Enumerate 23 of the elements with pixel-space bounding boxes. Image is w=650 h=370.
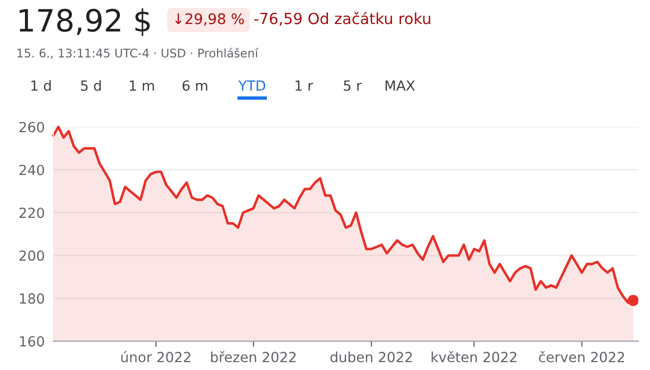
chart-subtitle: 15. 6., 13:11:45 UTC-4 · USD · Prohlášení <box>18 48 258 59</box>
y-tick-label: 220 <box>19 208 44 218</box>
x-tick-label: únor 2022 <box>121 351 190 362</box>
text: 1 r <box>296 80 314 91</box>
y-tick-label: 240 <box>19 164 44 176</box>
x-tick-label: květen 2022 <box>432 351 516 362</box>
y-tick-label: 200 <box>19 250 44 261</box>
text: MAX <box>386 80 415 91</box>
y-tick-label: 180 <box>20 293 44 304</box>
text: 5 d <box>81 80 101 91</box>
text: 1 m <box>130 80 154 91</box>
chart-title: 178,92 $ <box>20 8 150 36</box>
text: 6 m <box>182 80 208 91</box>
text: 5 r <box>344 80 362 91</box>
y-tick-label: 260 <box>19 122 44 132</box>
x-tick-label: červen 2022 <box>539 351 624 362</box>
text: YTD <box>238 80 266 91</box>
text: -76,59 Od začátku roku <box>254 12 430 26</box>
y-tick-label: 160 <box>20 336 44 347</box>
text: 1 d <box>31 80 51 91</box>
text: ↓29,98 % <box>175 13 244 26</box>
x-tick-label: duben 2022 <box>330 352 412 362</box>
x-tick-label: březen 2022 <box>211 351 296 362</box>
